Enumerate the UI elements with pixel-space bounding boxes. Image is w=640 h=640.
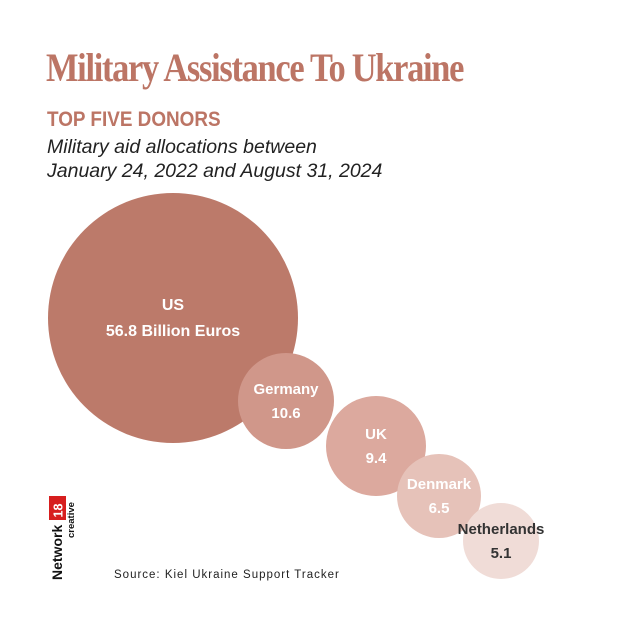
logo-number-box	[49, 496, 66, 520]
bubble-label-uk: UK	[365, 426, 387, 443]
bubble-germany: Germany 10.6	[238, 353, 334, 449]
bubble-value-germany: 10.6	[271, 405, 300, 422]
bubble-circle-us	[48, 193, 298, 443]
description-line-1: Military aid allocations between	[47, 136, 317, 158]
bubble-circle-germany	[238, 353, 334, 449]
bubble-label-germany: Germany	[253, 381, 319, 398]
bubble-label-us: US	[162, 297, 185, 314]
chart-description: Military aid allocations between January…	[47, 135, 382, 183]
bubble-value-denmark: 6.5	[429, 500, 450, 517]
bubble-value-uk: 9.4	[366, 450, 388, 467]
bubble-circle-netherlands	[463, 503, 539, 579]
bubble-label-netherlands: Netherlands	[458, 521, 545, 538]
logo-number-text: 18	[52, 504, 66, 518]
network18-logo: Network 18 creative	[49, 496, 77, 580]
bubble-value-us: 56.8 Billion Euros	[106, 323, 240, 340]
chart-title: Military Assistance To Ukraine	[46, 45, 464, 90]
source-note: Source: Kiel Ukraine Support Tracker	[114, 569, 340, 581]
bubble-circle-denmark	[397, 454, 481, 538]
bubble-uk: UK 9.4	[326, 396, 426, 496]
bubble-us: US 56.8 Billion Euros	[48, 193, 298, 443]
chart-subtitle: TOP FIVE DONORS	[47, 108, 221, 131]
bubble-circle-uk	[326, 396, 426, 496]
bubble-value-netherlands: 5.1	[491, 545, 512, 562]
description-line-2: January 24, 2022 and August 31, 2024	[47, 160, 383, 182]
logo-tag-text: creative	[66, 502, 77, 538]
bubble-label-denmark: Denmark	[407, 476, 472, 493]
bubble-denmark: Denmark 6.5	[397, 454, 481, 538]
logo-brand-text: Network	[49, 525, 65, 580]
bubble-netherlands: Netherlands 5.1	[458, 503, 545, 579]
